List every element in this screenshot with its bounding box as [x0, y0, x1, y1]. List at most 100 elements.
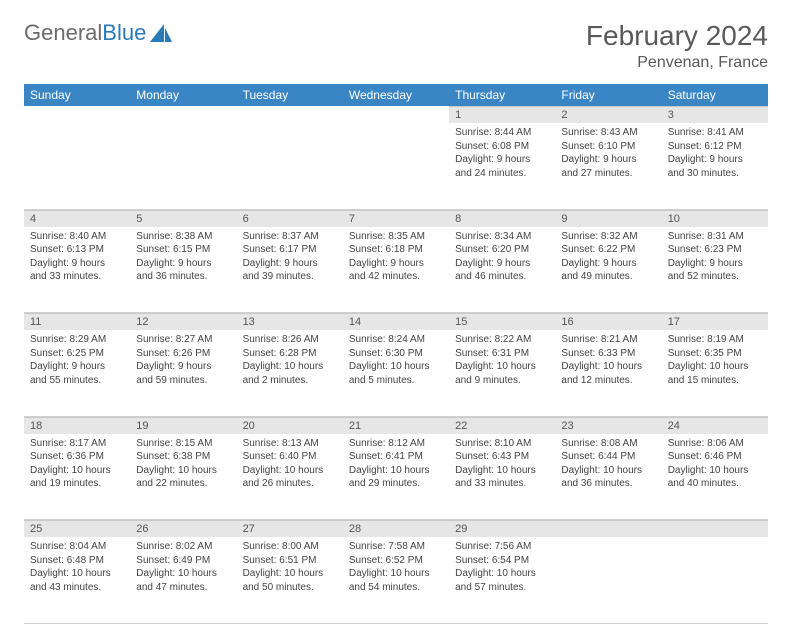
day-number: 10: [662, 210, 768, 227]
sunrise-text: Sunrise: 8:35 AM: [349, 230, 443, 244]
day-cell: [343, 123, 449, 209]
day-cell: Sunrise: 8:32 AMSunset: 6:22 PMDaylight:…: [555, 227, 661, 313]
sunset-text: Sunset: 6:35 PM: [668, 347, 762, 361]
day-number: 26: [130, 520, 236, 537]
daylight-text: Daylight: 10 hours and 19 minutes.: [30, 464, 124, 491]
day-number-cell: 12: [130, 313, 236, 331]
day-body: Sunrise: 8:17 AMSunset: 6:36 PMDaylight:…: [24, 434, 130, 497]
day-number-cell: 24: [662, 416, 768, 434]
sunset-text: Sunset: 6:46 PM: [668, 450, 762, 464]
daylight-text: Daylight: 9 hours and 24 minutes.: [455, 153, 549, 180]
day-cell: Sunrise: 8:13 AMSunset: 6:40 PMDaylight:…: [237, 434, 343, 520]
day-number-cell: 22: [449, 416, 555, 434]
day-body: Sunrise: 8:29 AMSunset: 6:25 PMDaylight:…: [24, 330, 130, 393]
sunrise-text: Sunrise: 8:29 AM: [30, 333, 124, 347]
sunset-text: Sunset: 6:18 PM: [349, 243, 443, 257]
day-body: Sunrise: 8:44 AMSunset: 6:08 PMDaylight:…: [449, 123, 555, 186]
day-number-cell: 5: [130, 209, 236, 227]
day-number: 12: [130, 313, 236, 330]
day-number: 17: [662, 313, 768, 330]
sunset-text: Sunset: 6:13 PM: [30, 243, 124, 257]
calendar-table: SundayMondayTuesdayWednesdayThursdayFrid…: [24, 84, 768, 624]
day-number-cell: [555, 520, 661, 538]
sunset-text: Sunset: 6:12 PM: [668, 140, 762, 154]
day-cell: Sunrise: 8:43 AMSunset: 6:10 PMDaylight:…: [555, 123, 661, 209]
daylight-text: Daylight: 10 hours and 50 minutes.: [243, 567, 337, 594]
day-body: Sunrise: 8:06 AMSunset: 6:46 PMDaylight:…: [662, 434, 768, 497]
day-body: Sunrise: 8:31 AMSunset: 6:23 PMDaylight:…: [662, 227, 768, 290]
sunset-text: Sunset: 6:36 PM: [30, 450, 124, 464]
day-body: Sunrise: 8:43 AMSunset: 6:10 PMDaylight:…: [555, 123, 661, 186]
day-number: 27: [237, 520, 343, 537]
sunrise-text: Sunrise: 7:56 AM: [455, 540, 549, 554]
daylight-text: Daylight: 9 hours and 55 minutes.: [30, 360, 124, 387]
day-body: Sunrise: 8:24 AMSunset: 6:30 PMDaylight:…: [343, 330, 449, 393]
daylight-text: Daylight: 9 hours and 33 minutes.: [30, 257, 124, 284]
day-number-cell: 25: [24, 520, 130, 538]
daylight-text: Daylight: 10 hours and 57 minutes.: [455, 567, 549, 594]
day-number: [237, 106, 343, 122]
day-cell: [237, 123, 343, 209]
day-cell: Sunrise: 8:17 AMSunset: 6:36 PMDaylight:…: [24, 434, 130, 520]
day-number: 23: [555, 417, 661, 434]
day-number-cell: [130, 106, 236, 123]
weekday-header: Tuesday: [237, 84, 343, 106]
header: GeneralBlue February 2024 Penvenan, Fran…: [24, 20, 768, 72]
day-cell: Sunrise: 8:04 AMSunset: 6:48 PMDaylight:…: [24, 537, 130, 623]
daylight-text: Daylight: 10 hours and 36 minutes.: [561, 464, 655, 491]
day-body: Sunrise: 8:22 AMSunset: 6:31 PMDaylight:…: [449, 330, 555, 393]
day-number: 13: [237, 313, 343, 330]
sunset-text: Sunset: 6:48 PM: [30, 554, 124, 568]
day-body: Sunrise: 8:00 AMSunset: 6:51 PMDaylight:…: [237, 537, 343, 600]
day-cell: Sunrise: 8:38 AMSunset: 6:15 PMDaylight:…: [130, 227, 236, 313]
day-number-cell: 17: [662, 313, 768, 331]
day-cell: Sunrise: 8:12 AMSunset: 6:41 PMDaylight:…: [343, 434, 449, 520]
sunrise-text: Sunrise: 8:00 AM: [243, 540, 337, 554]
day-number: 18: [24, 417, 130, 434]
day-body: [555, 537, 661, 546]
weekday-header: Friday: [555, 84, 661, 106]
sunrise-text: Sunrise: 8:44 AM: [455, 126, 549, 140]
day-number: 6: [237, 210, 343, 227]
day-body: Sunrise: 8:13 AMSunset: 6:40 PMDaylight:…: [237, 434, 343, 497]
day-cell: Sunrise: 8:41 AMSunset: 6:12 PMDaylight:…: [662, 123, 768, 209]
daylight-text: Daylight: 9 hours and 52 minutes.: [668, 257, 762, 284]
daylight-text: Daylight: 9 hours and 39 minutes.: [243, 257, 337, 284]
day-number: 5: [130, 210, 236, 227]
sunset-text: Sunset: 6:40 PM: [243, 450, 337, 464]
sunset-text: Sunset: 6:22 PM: [561, 243, 655, 257]
daylight-text: Daylight: 9 hours and 30 minutes.: [668, 153, 762, 180]
daylight-text: Daylight: 10 hours and 12 minutes.: [561, 360, 655, 387]
day-number: 2: [555, 106, 661, 123]
day-cell: Sunrise: 8:27 AMSunset: 6:26 PMDaylight:…: [130, 330, 236, 416]
day-cell: Sunrise: 8:34 AMSunset: 6:20 PMDaylight:…: [449, 227, 555, 313]
sunrise-text: Sunrise: 8:12 AM: [349, 437, 443, 451]
day-number-cell: 21: [343, 416, 449, 434]
month-title: February 2024: [586, 20, 768, 52]
sunset-text: Sunset: 6:49 PM: [136, 554, 230, 568]
day-body: [662, 537, 768, 546]
day-number-cell: 3: [662, 106, 768, 123]
sunrise-text: Sunrise: 8:31 AM: [668, 230, 762, 244]
sunset-text: Sunset: 6:25 PM: [30, 347, 124, 361]
daylight-text: Daylight: 10 hours and 22 minutes.: [136, 464, 230, 491]
day-cell: Sunrise: 8:31 AMSunset: 6:23 PMDaylight:…: [662, 227, 768, 313]
daylight-text: Daylight: 10 hours and 33 minutes.: [455, 464, 549, 491]
day-number-cell: 6: [237, 209, 343, 227]
day-body: Sunrise: 8:12 AMSunset: 6:41 PMDaylight:…: [343, 434, 449, 497]
day-number-cell: 28: [343, 520, 449, 538]
day-body: Sunrise: 8:19 AMSunset: 6:35 PMDaylight:…: [662, 330, 768, 393]
daylight-text: Daylight: 10 hours and 9 minutes.: [455, 360, 549, 387]
sunrise-text: Sunrise: 8:17 AM: [30, 437, 124, 451]
daylight-text: Daylight: 9 hours and 59 minutes.: [136, 360, 230, 387]
sunrise-text: Sunrise: 8:26 AM: [243, 333, 337, 347]
logo-part1: General: [24, 20, 102, 45]
day-body: Sunrise: 8:21 AMSunset: 6:33 PMDaylight:…: [555, 330, 661, 393]
day-number: 11: [24, 313, 130, 330]
daylight-text: Daylight: 9 hours and 27 minutes.: [561, 153, 655, 180]
sunset-text: Sunset: 6:28 PM: [243, 347, 337, 361]
sunrise-text: Sunrise: 8:40 AM: [30, 230, 124, 244]
day-cell: [555, 537, 661, 623]
sunrise-text: Sunrise: 8:04 AM: [30, 540, 124, 554]
day-body: Sunrise: 8:04 AMSunset: 6:48 PMDaylight:…: [24, 537, 130, 600]
